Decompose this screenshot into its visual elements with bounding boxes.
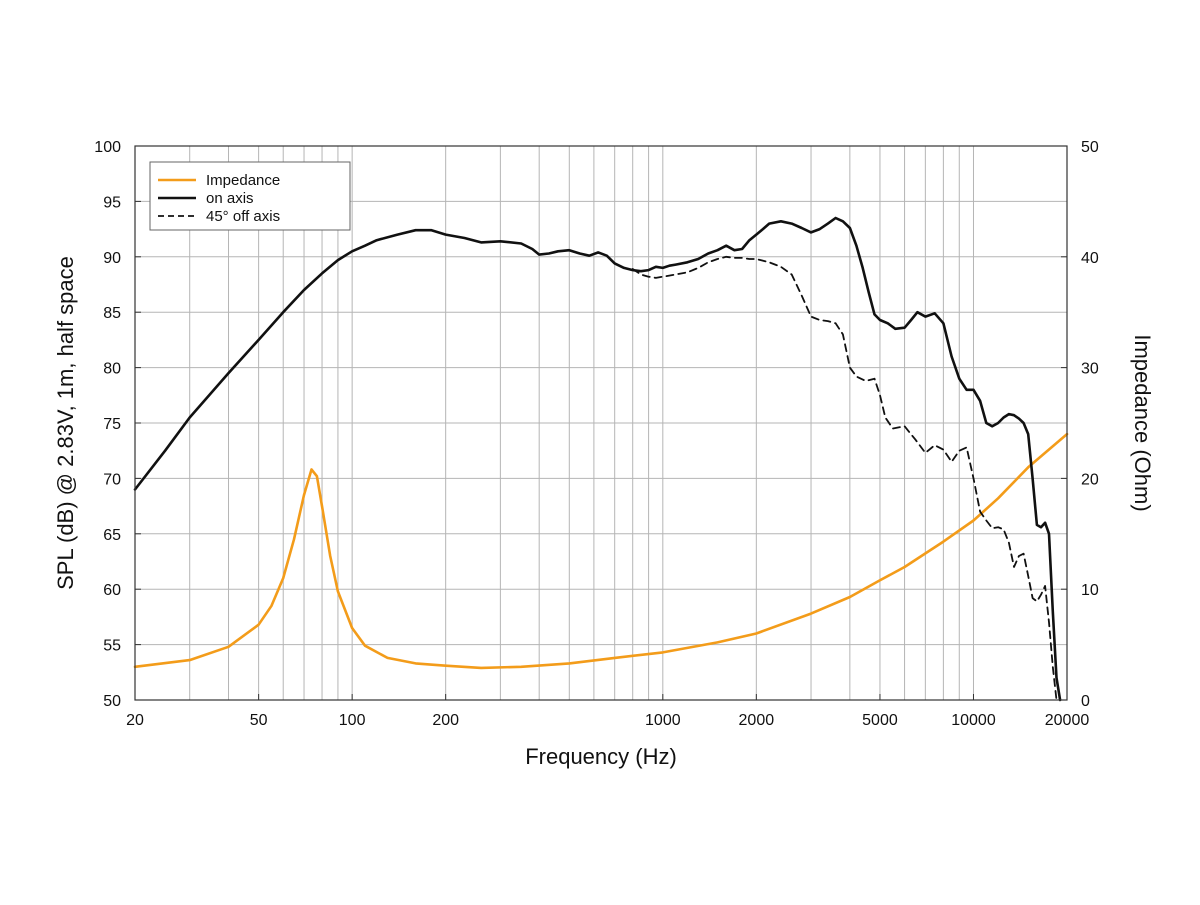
- y-left-tick-label: 75: [103, 416, 121, 433]
- legend: Impedance on axis 45° off axis: [149, 161, 351, 231]
- y-right-tick-label: 20: [1081, 471, 1099, 488]
- series-line-impedance: [133, 432, 1069, 670]
- x-tick-label: 50: [250, 712, 268, 729]
- x-axis-title: Frequency (Hz): [525, 744, 677, 769]
- x-tick-label: 5000: [862, 712, 898, 729]
- x-tick-label: 2000: [739, 712, 775, 729]
- legend-label-impedance: Impedance: [206, 172, 280, 189]
- y-left-tick-label: 70: [103, 471, 121, 488]
- y-left-tick-label: 65: [103, 527, 121, 544]
- x-tick-label: 200: [432, 712, 459, 729]
- y-right-tick-label: 40: [1081, 250, 1099, 267]
- y-right-tick-label: 50: [1081, 139, 1099, 156]
- legend-label-on-axis: on axis: [206, 190, 254, 207]
- y-right-tick-label: 0: [1081, 693, 1090, 710]
- x-tick-label: 1000: [645, 712, 681, 729]
- y-left-tick-label: 100: [94, 139, 121, 156]
- series-line-45-off-axis: [631, 255, 1058, 701]
- y-axis-title-left: SPL (dB) @ 2.83V, 1m, half space: [53, 256, 78, 590]
- series-line-on-axis: [133, 216, 1062, 702]
- y-left-tick-label: 95: [103, 194, 121, 211]
- y-left-tick-label: 85: [103, 305, 121, 322]
- y-right-tick-label: 10: [1081, 582, 1099, 599]
- y-axis-title-right: Impedance (Ohm): [1130, 334, 1155, 511]
- y-left-tick-label: 60: [103, 582, 121, 599]
- y-left-tick-label: 80: [103, 361, 121, 378]
- x-tick-label: 10000: [951, 712, 996, 729]
- y-right-tick-label: 30: [1081, 361, 1099, 378]
- axes: 20 50 100 200 1000 2000 5000 10000 2000050556065…: [94, 139, 1099, 729]
- y-left-tick-label: 55: [103, 638, 121, 655]
- y-left-tick-label: 90: [103, 250, 121, 267]
- legend-box: [149, 161, 351, 231]
- legend-label-off-axis: 45° off axis: [206, 208, 280, 225]
- x-tick-label: 100: [339, 712, 366, 729]
- series-layer: [133, 216, 1069, 702]
- x-tick-label: 20: [126, 712, 144, 729]
- y-left-tick-label: 50: [103, 693, 121, 710]
- x-tick-label: 20000: [1045, 712, 1090, 729]
